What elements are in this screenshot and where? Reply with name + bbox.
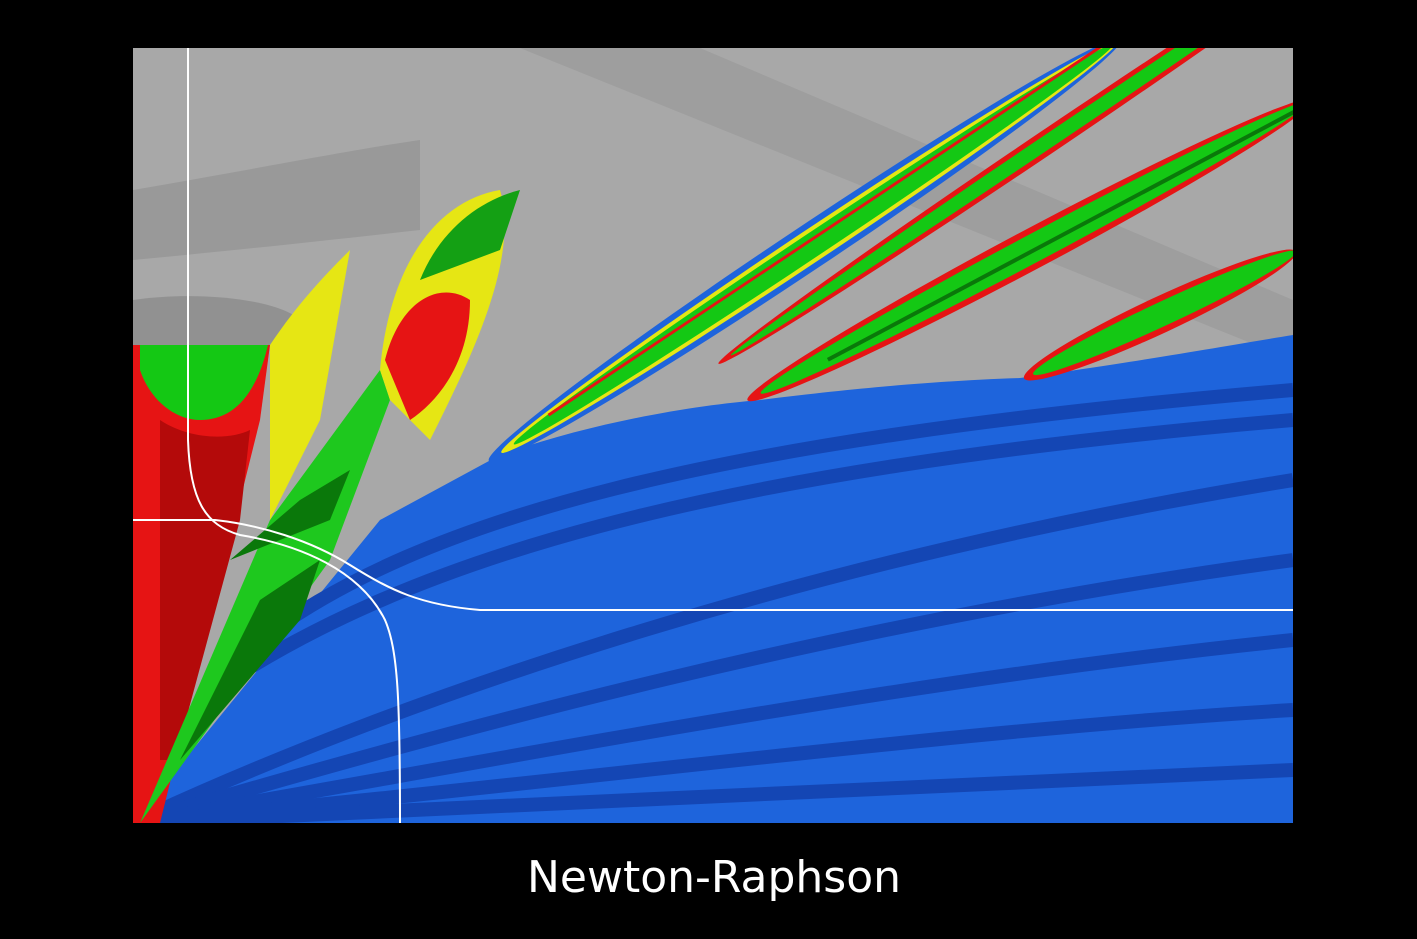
page: Newton-Raphson (() => { const data = JSO…	[0, 0, 1417, 939]
fractal-image	[133, 0, 1388, 823]
caption: Newton-Raphson	[527, 852, 901, 903]
slide: Newton-Raphson	[0, 0, 1417, 939]
